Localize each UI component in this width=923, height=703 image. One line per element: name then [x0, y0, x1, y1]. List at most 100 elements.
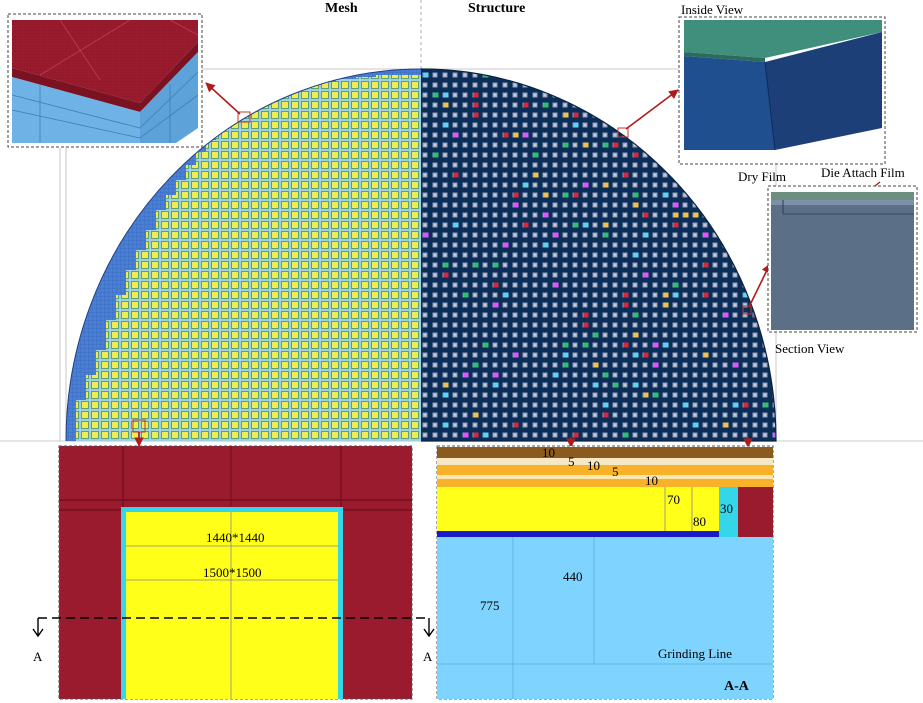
structure-die-highlight [493, 262, 499, 268]
inside-view-marker [617, 127, 629, 138]
layer-die-edge-cyan [719, 487, 738, 537]
structure-die-highlight [663, 292, 669, 298]
structure-die-highlight [583, 312, 589, 318]
structure-die-highlight [643, 232, 649, 238]
layer-substrate [437, 537, 773, 699]
structure-die-highlight [733, 192, 739, 198]
structure-die-highlight [583, 342, 589, 348]
structure-die-highlight [763, 402, 769, 408]
structure-die-highlight [443, 102, 449, 108]
structure-die-highlight [713, 192, 719, 198]
structure-die-highlight [733, 362, 739, 368]
mesh-inset [7, 13, 203, 148]
structure-die-highlight [603, 402, 609, 408]
structure-die-highlight [653, 362, 659, 368]
structure-die-highlight [563, 342, 569, 348]
structure-die-highlight [493, 282, 499, 288]
structure-die-highlight [463, 292, 469, 298]
section-marker-left-label: A [33, 649, 43, 664]
section-marker-left [32, 618, 44, 638]
structure-die-highlight [563, 192, 569, 198]
structure-die-highlight [453, 222, 459, 228]
inside-view-front-face [684, 56, 775, 150]
structure-die-highlight [673, 282, 679, 288]
section-view-inset [767, 185, 918, 333]
structure-die-highlight [553, 372, 559, 378]
structure-die-highlight [643, 352, 649, 358]
structure-die-highlight [543, 212, 549, 218]
structure-die-highlight [513, 422, 519, 428]
structure-die-highlight [453, 172, 459, 178]
structure-die-highlight [693, 422, 699, 428]
structure-die-highlight [473, 92, 479, 98]
structure-die-highlight [503, 242, 509, 248]
structure-die-highlight [773, 432, 776, 438]
structure-die-highlight [653, 392, 659, 398]
dim-label-3: 10 [587, 458, 600, 473]
structure-die-highlight [433, 152, 439, 158]
structure-die-highlight [503, 292, 509, 298]
structure-die-highlight [603, 232, 609, 238]
structure-die-highlight [753, 252, 759, 258]
structure-die-highlight [573, 112, 579, 118]
section-view-marker [742, 305, 752, 315]
structure-die-highlight [703, 292, 709, 298]
structure-die-highlight [423, 232, 429, 238]
dim-label-6: 70 [667, 492, 680, 507]
structure-die-highlight [583, 222, 589, 228]
section-view-label: Section View [775, 341, 845, 356]
structure-die-highlight [643, 272, 649, 278]
structure-die-highlight [573, 222, 579, 228]
structure-die-highlight [613, 382, 619, 388]
structure-die-highlight [473, 102, 479, 108]
dry-film-label: Dry Film [738, 169, 787, 184]
structure-die-highlight [443, 392, 449, 398]
structure-die-highlight [703, 232, 709, 238]
section-aa-panel [436, 445, 774, 700]
arrow-to-inside-view [625, 89, 679, 130]
structure-die-highlight [603, 102, 609, 108]
structure-die-highlight [563, 352, 569, 358]
dim-label-10: 775 [480, 598, 500, 613]
structure-die-highlight [623, 92, 629, 98]
structure-die-highlight [473, 432, 479, 438]
layer-scribe-red [738, 487, 773, 537]
structure-die-highlight [743, 402, 749, 408]
structure-die-highlight [693, 212, 699, 218]
structure-die-highlight [573, 72, 579, 78]
structure-die-highlight [673, 212, 679, 218]
structure-die-highlight [543, 242, 549, 248]
structure-die-highlight [723, 182, 729, 188]
structure-die-highlight [623, 172, 629, 178]
structure-die-highlight [633, 352, 639, 358]
inner-size-label: 1440*1440 [206, 530, 265, 545]
structure-die-highlight [533, 172, 539, 178]
structure-die-highlight [593, 382, 599, 388]
die-inner-area [126, 512, 338, 699]
arrow-to-mesh-inset [205, 82, 241, 115]
structure-die-highlight [443, 122, 449, 128]
structure-die-highlight [633, 382, 639, 388]
structure-die-highlight [563, 362, 569, 368]
structure-die-highlight [603, 142, 609, 148]
structure-die-highlight [473, 362, 479, 368]
structure-die-highlight [583, 142, 589, 148]
structure-die-highlight [563, 142, 569, 148]
structure-die-highlight [623, 342, 629, 348]
layer-dark-blue [437, 531, 719, 537]
dim-label-8: 30 [720, 501, 733, 516]
mesh-inset-top-face [12, 20, 198, 103]
structure-die-highlight [633, 202, 639, 208]
structure-die-highlight [443, 382, 449, 388]
structure-die-highlight [593, 362, 599, 368]
structure-die-highlight [703, 262, 709, 268]
structure-die-highlight [523, 102, 529, 108]
structure-die-highlight [633, 312, 639, 318]
structure-die-highlight [543, 192, 549, 198]
structure-die-highlight [553, 232, 559, 238]
structure-die-highlight [633, 252, 639, 258]
structure-die-highlight [673, 222, 679, 228]
structure-die-highlight [423, 72, 429, 78]
structure-die-highlight [463, 372, 469, 378]
structure-die-highlight [443, 422, 449, 428]
